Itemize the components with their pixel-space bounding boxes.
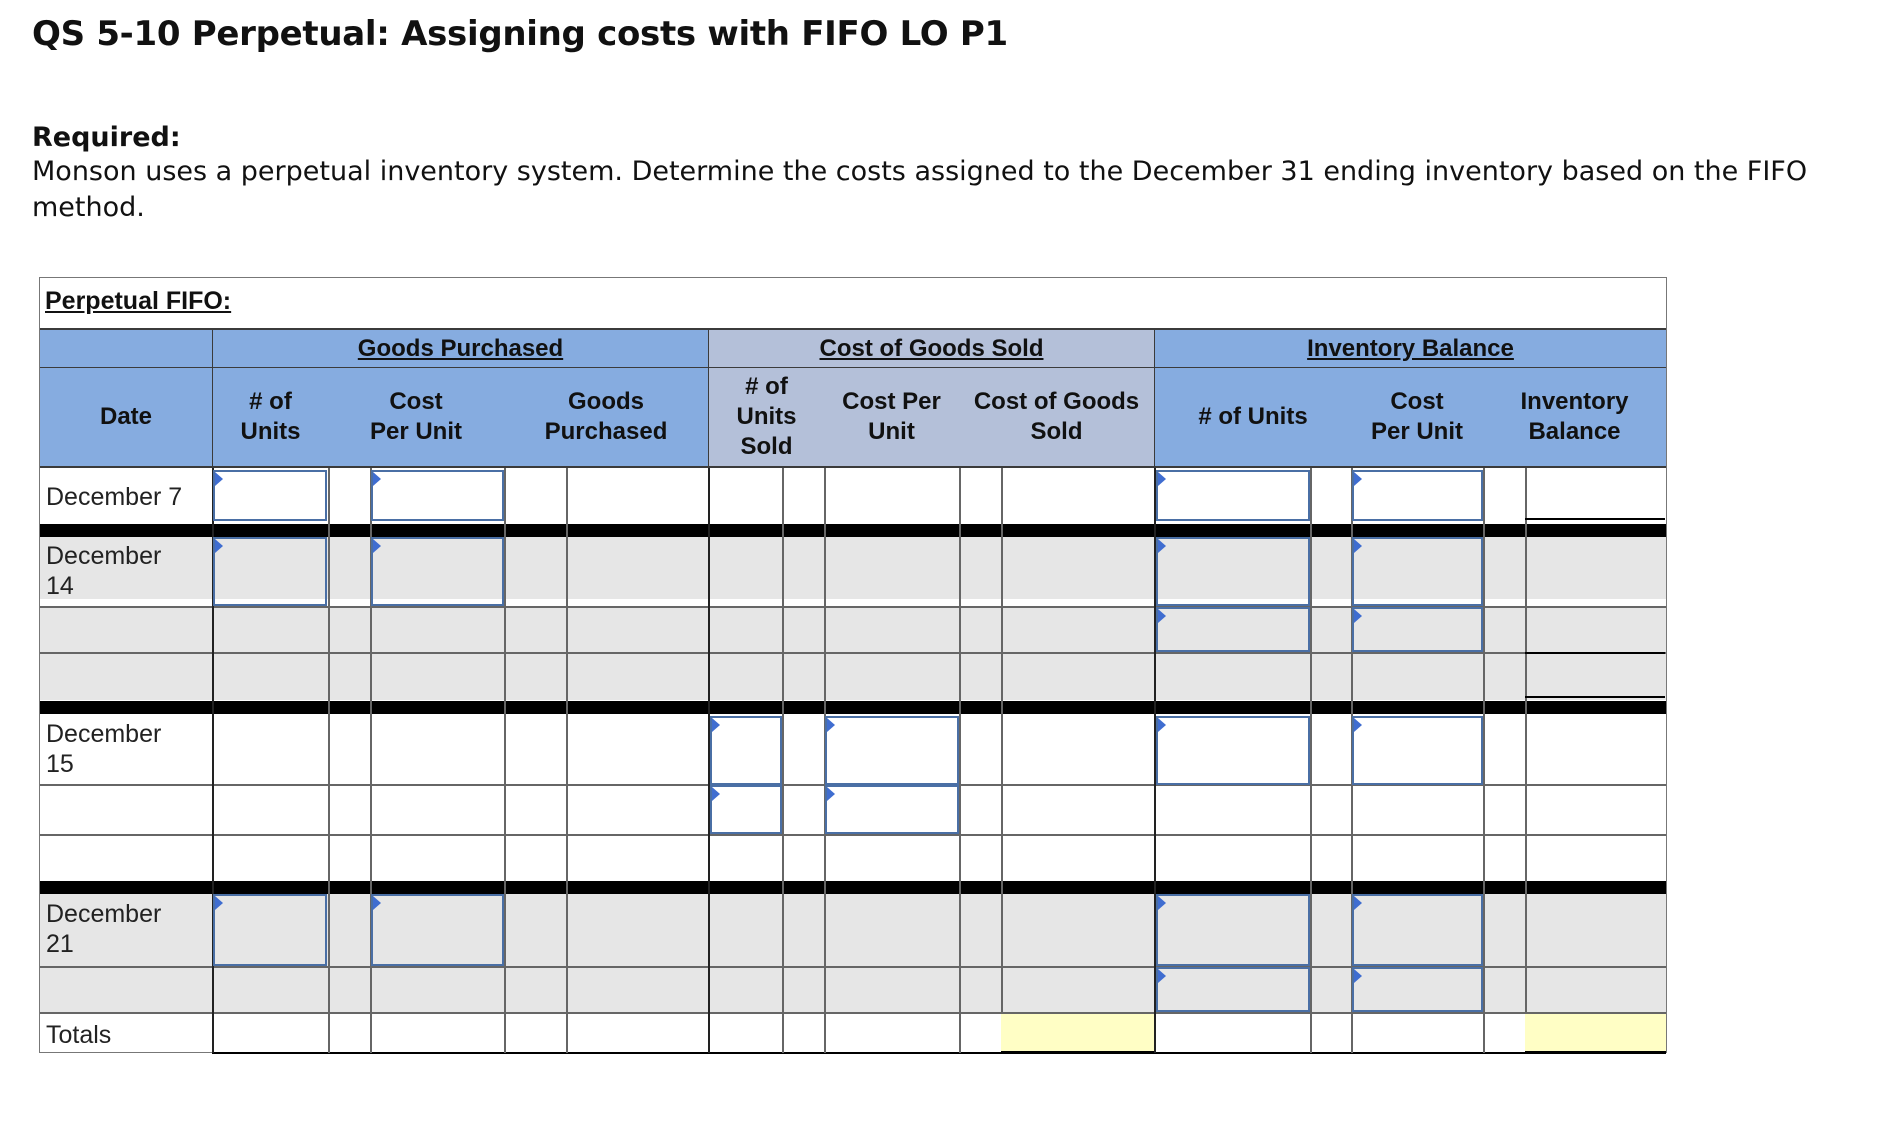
required-heading: Required: bbox=[32, 122, 181, 153]
row-divider bbox=[40, 652, 1666, 654]
col-header-purchased-units: # of Units bbox=[212, 368, 328, 468]
col-divider bbox=[1310, 468, 1312, 1053]
col-divider bbox=[782, 468, 784, 1053]
date-label-december-21: December 21 bbox=[46, 900, 162, 958]
col-divider bbox=[504, 468, 506, 1053]
dec21-inventory-cost-input[interactable] bbox=[1352, 894, 1483, 966]
col-divider bbox=[959, 468, 961, 1053]
subtotal-line bbox=[1525, 696, 1665, 698]
header-cost-of-goods-sold: Cost of Goods Sold bbox=[708, 328, 1154, 368]
table-row bbox=[40, 966, 1666, 1012]
dec7-inventory-units-input[interactable] bbox=[1156, 470, 1310, 521]
col-divider bbox=[1483, 468, 1485, 1053]
dec14-purchased-cost-input[interactable] bbox=[371, 537, 504, 606]
date-label-totals: Totals bbox=[46, 1021, 112, 1049]
dec14-inventory-cost-input-2[interactable] bbox=[1352, 607, 1483, 652]
dec21-inventory-cost-input-2[interactable] bbox=[1352, 967, 1483, 1012]
header-inventory-balance: Inventory Balance bbox=[1154, 328, 1666, 368]
col-header-inventory-cost-per-unit: Cost Per Unit bbox=[1351, 368, 1483, 468]
dec21-purchased-cost-input[interactable] bbox=[371, 894, 504, 966]
table-row bbox=[40, 835, 1666, 881]
dec15-sold-cost-input[interactable] bbox=[825, 716, 959, 785]
page-title: QS 5-10 Perpetual: Assigning costs with … bbox=[32, 14, 1008, 54]
section-divider bbox=[40, 524, 1666, 537]
header-goods-purchased: Goods Purchased bbox=[212, 328, 708, 368]
subtotal-line bbox=[1525, 652, 1665, 654]
dec15-units-sold-input-2[interactable] bbox=[710, 785, 782, 834]
dec15-inventory-cost-input[interactable] bbox=[1352, 716, 1483, 785]
col-divider bbox=[1154, 468, 1156, 1053]
col-divider bbox=[824, 468, 826, 1053]
date-label-december-7: December 7 bbox=[46, 483, 183, 511]
dec21-inventory-units-input-2[interactable] bbox=[1156, 967, 1310, 1012]
section-divider bbox=[40, 881, 1666, 894]
dec14-purchased-units-input[interactable] bbox=[213, 537, 327, 606]
dec7-purchased-cost-input[interactable] bbox=[371, 470, 504, 521]
col-divider bbox=[1351, 468, 1353, 1053]
table-row bbox=[40, 652, 1666, 700]
date-label-december-15: December 15 bbox=[46, 720, 162, 778]
table-row bbox=[40, 606, 1666, 652]
row-divider bbox=[40, 966, 1666, 968]
dec14-inventory-units-input[interactable] bbox=[1156, 537, 1310, 606]
header-group-blank bbox=[40, 328, 212, 368]
col-header-inventory-balance: Inventory Balance bbox=[1483, 368, 1666, 468]
total-cost-of-goods-sold-cell[interactable] bbox=[1001, 1013, 1154, 1053]
table-bottom-border bbox=[212, 1052, 1666, 1054]
dec15-units-sold-input[interactable] bbox=[710, 716, 782, 785]
col-header-date: Date bbox=[40, 368, 212, 468]
col-header-units-sold: # of Units Sold bbox=[708, 368, 824, 468]
dec21-inventory-units-input[interactable] bbox=[1156, 894, 1310, 966]
col-header-inventory-units: # of Units bbox=[1154, 368, 1351, 468]
col-header-goods-purchased: Goods Purchased bbox=[504, 368, 708, 468]
col-header-cost-of-goods-sold: Cost of Goods Sold bbox=[959, 368, 1154, 468]
section-divider bbox=[40, 701, 1666, 714]
col-divider bbox=[1525, 468, 1527, 1053]
col-divider bbox=[1001, 468, 1003, 1053]
dec21-purchased-units-input[interactable] bbox=[213, 894, 327, 966]
row-divider bbox=[40, 1012, 1666, 1014]
table-title: Perpetual FIFO: bbox=[45, 287, 232, 315]
col-divider bbox=[566, 468, 568, 1053]
col-divider bbox=[212, 468, 214, 1053]
row-divider bbox=[40, 606, 1666, 608]
col-divider bbox=[370, 468, 372, 1053]
dec7-purchased-units-input[interactable] bbox=[213, 470, 327, 521]
table-row bbox=[40, 1012, 1666, 1052]
col-divider bbox=[328, 468, 330, 1053]
dec15-sold-cost-input-2[interactable] bbox=[825, 785, 959, 834]
col-header-purchased-cost-per-unit: Cost Per Unit bbox=[328, 368, 504, 468]
dec14-inventory-units-input-2[interactable] bbox=[1156, 607, 1310, 652]
dec14-inventory-cost-input[interactable] bbox=[1352, 537, 1483, 606]
required-text: Monson uses a perpetual inventory system… bbox=[32, 156, 1808, 223]
dec7-inventory-cost-input[interactable] bbox=[1352, 470, 1483, 521]
col-header-sold-cost-per-unit: Cost Per Unit bbox=[824, 368, 959, 468]
date-label-december-14: December 14 bbox=[46, 542, 162, 600]
table-row bbox=[40, 537, 1666, 599]
table-row bbox=[40, 894, 1666, 966]
subtotal-line bbox=[1525, 518, 1665, 520]
dec15-inventory-units-input[interactable] bbox=[1156, 716, 1310, 785]
total-inventory-balance-cell[interactable] bbox=[1525, 1013, 1666, 1053]
col-divider bbox=[708, 468, 710, 1053]
row-divider bbox=[40, 834, 1666, 836]
